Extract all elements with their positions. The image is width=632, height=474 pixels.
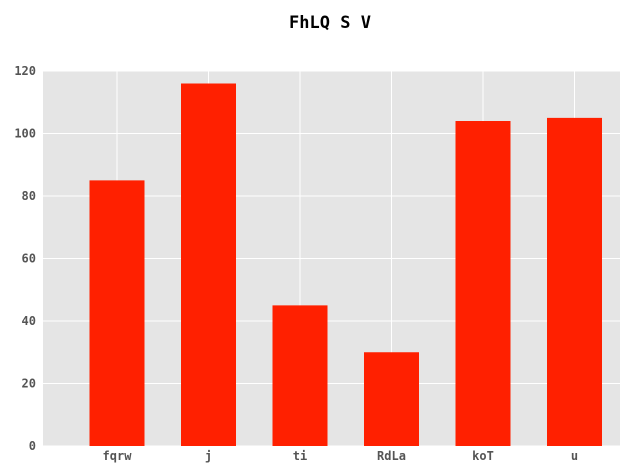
bar-ti <box>272 305 328 446</box>
x-tick-label: ti <box>293 449 307 463</box>
x-tick-label: u <box>571 449 578 463</box>
x-tick-label: koT <box>472 449 494 463</box>
y-tick-label: 20 <box>22 377 36 391</box>
y-tick-label: 0 <box>29 439 36 453</box>
y-tick-label: 80 <box>22 189 36 203</box>
y-tick-label: 60 <box>22 252 36 266</box>
bar-koT <box>455 121 511 446</box>
bar-j <box>181 83 236 446</box>
y-axis-tick-labels: 0 20 40 60 80 100 120 <box>14 64 36 453</box>
bar-fqrw <box>89 180 145 446</box>
bars <box>89 83 602 446</box>
x-tick-label: fqrw <box>103 449 133 463</box>
x-tick-label: j <box>205 449 212 463</box>
y-tick-label: 40 <box>22 314 36 328</box>
y-tick-label: 120 <box>14 64 36 78</box>
chart-title: FhLQ S V <box>289 13 371 33</box>
bar-u <box>547 117 602 446</box>
y-tick-label: 100 <box>14 127 36 141</box>
x-axis-tick-labels: fqrw j ti RdLa koT u <box>103 449 579 463</box>
bar-RdLa <box>364 352 419 446</box>
x-tick-label: RdLa <box>377 449 406 463</box>
